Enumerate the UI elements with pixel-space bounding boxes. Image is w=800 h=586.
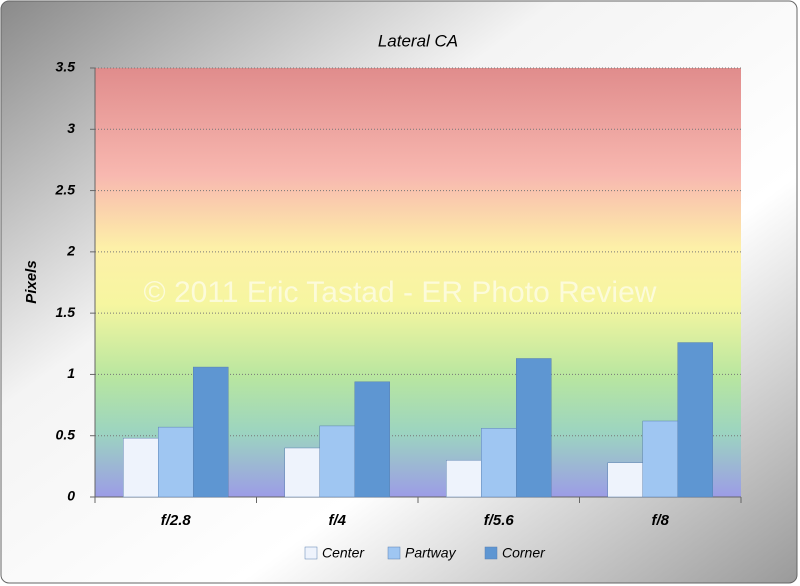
y-tick-label: 1: [67, 365, 75, 381]
bar: [481, 428, 517, 498]
y-tick-label: 2: [66, 243, 75, 259]
watermark: © 2011 Eric Tastad - ER Photo Review: [144, 276, 657, 309]
bar: [516, 358, 552, 498]
legend-label: Corner: [502, 545, 546, 561]
y-tick-label: 2.5: [55, 181, 76, 197]
bar: [319, 425, 355, 498]
bar: [677, 342, 713, 498]
x-tick-label: f/2.8: [161, 512, 192, 529]
legend-swatch: [484, 546, 498, 560]
chart-title: Lateral CA: [378, 31, 458, 50]
y-tick-label: 1.5: [56, 304, 76, 320]
x-tick-label: f/4: [328, 512, 346, 529]
bar: [607, 462, 643, 498]
bar: [158, 426, 194, 498]
x-tick-label: f/5.6: [484, 512, 515, 529]
y-tick-label: 0.5: [56, 426, 76, 442]
legend-swatch: [387, 546, 401, 560]
y-tick-label: 0: [67, 488, 75, 504]
legend-label: Center: [322, 545, 365, 561]
bar: [354, 381, 390, 498]
bar: [193, 366, 229, 498]
bar: [642, 420, 678, 498]
legend-swatch: [304, 546, 318, 560]
x-tick-label: f/8: [651, 512, 669, 529]
y-tick-label: 3: [67, 120, 75, 136]
legend-label: Partway: [405, 545, 457, 561]
bar: [446, 459, 482, 498]
y-tick-label: 3.5: [56, 59, 76, 75]
y-axis-label: Pixels: [23, 260, 40, 303]
bar: [284, 447, 320, 498]
bar: [123, 437, 159, 498]
